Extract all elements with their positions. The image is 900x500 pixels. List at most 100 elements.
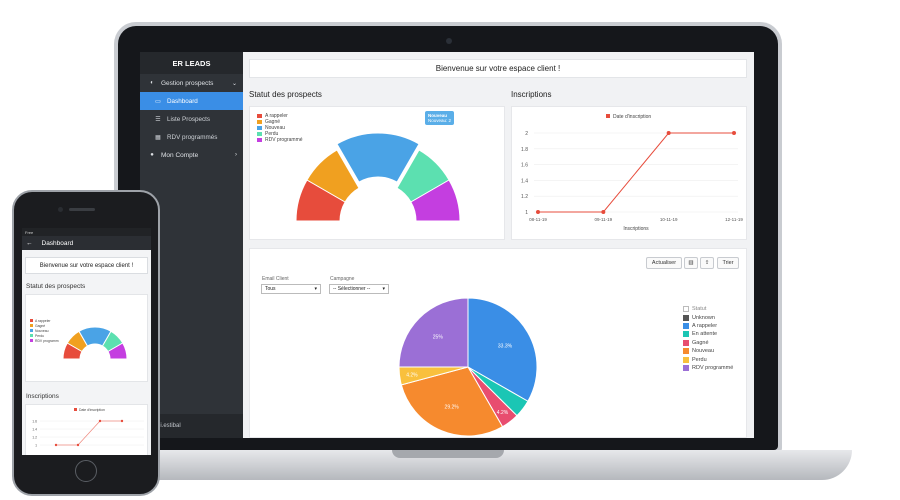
prospects-legend: A rappeler Gagné Nouveau Perdu RDV progr… <box>257 113 303 143</box>
sidebar-item-label: Dashboard <box>167 97 198 105</box>
data-point <box>54 443 58 447</box>
data-point <box>76 443 80 447</box>
y-tick-label: 1.2 <box>521 194 528 200</box>
legend-header[interactable]: Statut <box>683 305 733 313</box>
legend-label: Gagné <box>265 119 281 125</box>
brand-logo[interactable]: ER LEADS <box>140 52 243 74</box>
legend-item[interactable]: RDV programmé <box>683 364 733 372</box>
phone-speaker <box>69 208 95 211</box>
legend-swatch <box>683 364 689 371</box>
legend-item[interactable]: Gagné <box>683 339 733 347</box>
export-icon[interactable]: ⇪ <box>700 257 714 269</box>
menu-group-account[interactable]: ● Mon Compte › <box>140 146 243 164</box>
y-tick-label: 1.6 <box>32 420 37 424</box>
legend-item[interactable]: Gagné <box>257 119 303 125</box>
data-point <box>732 131 736 135</box>
update-button[interactable]: Actualiser <box>646 257 682 269</box>
data-point <box>666 131 671 135</box>
legend-swatch <box>257 126 262 130</box>
sidebar-item-rdv[interactable]: ▦ RDV programmés <box>140 128 243 146</box>
phone-status-bar: Free <box>22 228 151 236</box>
series-line <box>538 132 734 213</box>
legend-label: A rappeler <box>35 319 51 323</box>
legend-item[interactable]: Nouveau <box>683 347 733 355</box>
x-tick-label: 09-11-19 <box>594 217 612 222</box>
laptop-screen: ER LEADS ◐ Gestion prospects ⌄ ▭ Dashboa… <box>140 52 754 438</box>
email-filter-select[interactable]: Tous ▾ <box>261 284 321 294</box>
chart-tooltip: Nouveau Nouveau: 2 <box>425 111 455 125</box>
donut-slice <box>306 149 360 203</box>
legend-label: En attente <box>692 331 718 338</box>
legend-label: Unknown <box>692 314 715 321</box>
slice-label: 25% <box>433 335 444 341</box>
inscriptions-card: Date d'inscription 1 1.2 1.4 1.6 1.8 2 08-11-19… <box>511 106 747 240</box>
legend-item[interactable]: Nouveau <box>257 125 303 131</box>
chevron-down-icon: ▾ <box>314 286 317 292</box>
legend-label: Date d'inscription <box>613 114 651 120</box>
calendar-icon: ▦ <box>155 134 161 141</box>
slice-label: 4.2% <box>497 410 509 416</box>
legend-label: RDV programm <box>35 339 59 343</box>
status-card: Actualiser ▥ ⇪ Trier Email Client Tous ▾ … <box>249 248 747 438</box>
legend-swatch <box>30 324 33 327</box>
y-tick-label: 2 <box>525 131 528 137</box>
back-arrow-icon[interactable]: ← <box>26 239 33 247</box>
legend-label: Nouveau <box>35 329 49 333</box>
donut-slice <box>336 132 420 183</box>
legend-label: Statut <box>692 306 707 313</box>
menu-group-label: Mon Compte <box>161 151 199 159</box>
user-icon: ● <box>150 152 154 158</box>
laptop-notch <box>392 450 504 458</box>
legend-item[interactable]: En attente <box>683 330 733 338</box>
inscriptions-title: Inscriptions <box>511 90 552 99</box>
legend-item[interactable]: Perdu <box>257 131 303 137</box>
legend-swatch <box>257 138 262 142</box>
dashboard-icon: ▭ <box>155 98 161 105</box>
sort-button[interactable]: Trier <box>717 257 739 269</box>
email-filter-label: Email Client <box>262 276 289 282</box>
legend-swatch <box>74 408 77 411</box>
legend-swatch <box>257 114 262 118</box>
slice-label: 29.2% <box>445 405 460 411</box>
phone-inscriptions-title: Inscriptions <box>26 393 59 400</box>
slice-label: 33.3% <box>498 344 513 350</box>
pie-slice <box>400 366 504 437</box>
legend-swatch <box>257 120 262 124</box>
legend-item[interactable]: RDV programmé <box>257 137 303 143</box>
laptop-camera <box>446 38 452 44</box>
legend-item[interactable]: A rappeler <box>257 113 303 119</box>
tooltip-value: Nouveau: 2 <box>428 118 452 123</box>
legend-item[interactable]: A rappeler <box>683 322 733 330</box>
campaign-filter-select[interactable]: -- Sélectionner -- ▾ <box>329 284 389 294</box>
legend-swatch <box>683 322 689 329</box>
legend-label: Perdu <box>35 334 44 338</box>
sidebar-item-prospects[interactable]: ☰ Liste Prospects <box>140 110 243 128</box>
y-tick-label: 1.4 <box>521 178 528 184</box>
prospects-donut-chart[interactable] <box>250 107 506 241</box>
x-tick-label: 12-11-19 <box>725 217 743 222</box>
chevron-right-icon: › <box>235 152 237 158</box>
legend-item[interactable]: Perdu <box>683 355 733 363</box>
data-point <box>601 210 606 214</box>
x-axis-label: Inscriptions <box>623 226 649 232</box>
chart-icon[interactable]: ▥ <box>684 257 698 269</box>
phone-header: ← Dashboard <box>22 236 151 250</box>
chevron-down-icon: ▾ <box>382 286 385 292</box>
inscriptions-line-chart[interactable]: Date d'inscription 1 1.2 1.4 1.6 1.8 2 08-11-19… <box>512 107 748 241</box>
pie-slice <box>398 297 469 368</box>
legend-swatch <box>30 319 33 322</box>
phone-line-chart[interactable]: Date d'inscription 1.6 1.4 1.2 1 <box>26 405 149 455</box>
status-pie-chart[interactable]: 33.3% 4.2% 29.2% 4.2% 25% <box>250 249 748 438</box>
sidebar-item-dashboard[interactable]: ▭ Dashboard <box>140 92 243 110</box>
phone-home-button[interactable] <box>75 460 97 482</box>
legend-label: Gagné <box>692 339 709 346</box>
menu-group-label: Gestion prospects <box>161 79 214 87</box>
toggle-icon: ◐ <box>150 80 154 86</box>
legend-item[interactable]: Unknown <box>683 313 733 321</box>
campaign-filter-label: Campagne <box>330 276 355 282</box>
legend-label: A rappeler <box>265 113 288 119</box>
data-point <box>536 210 540 214</box>
y-tick-label: 1 <box>35 444 37 448</box>
menu-group-prospects[interactable]: ◐ Gestion prospects ⌄ <box>140 74 243 92</box>
